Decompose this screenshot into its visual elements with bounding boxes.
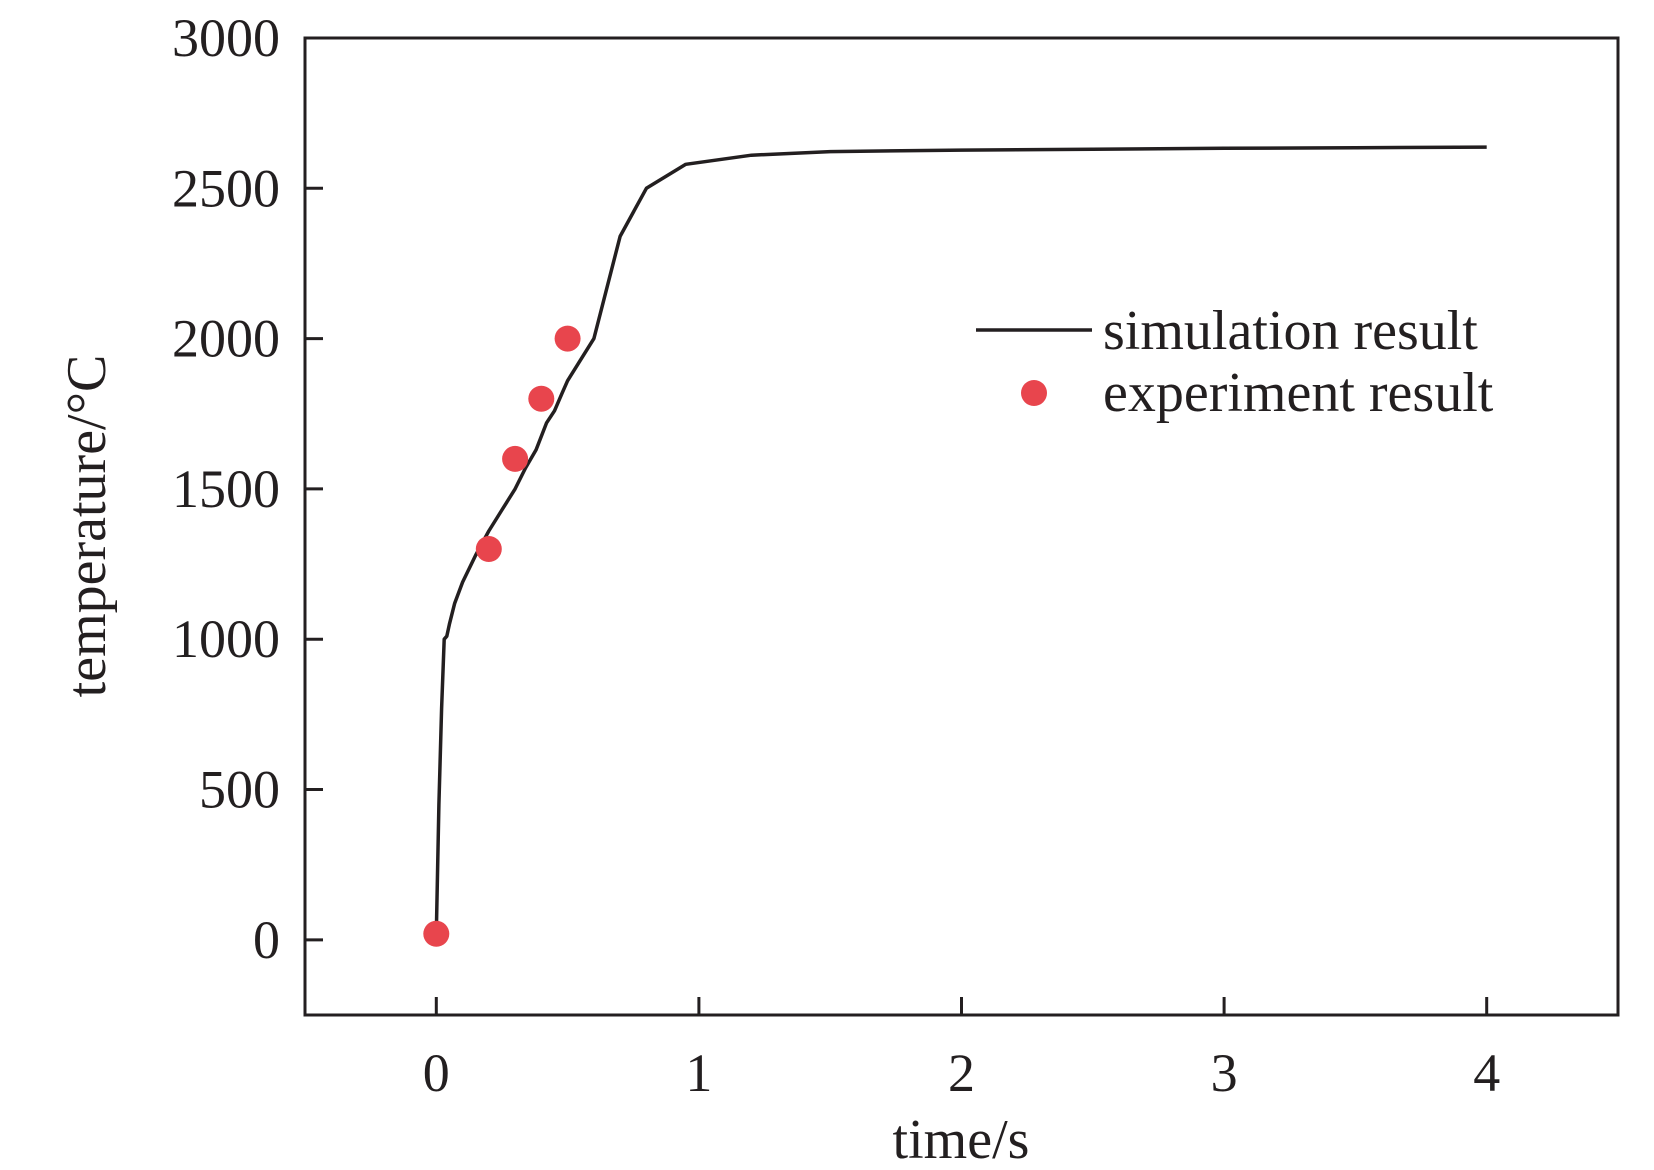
legend-label-simulation: simulation result <box>1103 300 1478 362</box>
legend: simulation result experiment result <box>976 300 1494 424</box>
x-tick-label-3: 3 <box>1211 1043 1238 1103</box>
x-tick-label-1: 1 <box>685 1043 712 1103</box>
y-tick-label-1: 500 <box>199 760 280 820</box>
x-axis-ticks: 0 1 2 3 4 <box>423 997 1500 1103</box>
legend-label-experiment: experiment result <box>1103 362 1494 424</box>
legend-marker-swatch <box>1021 380 1047 406</box>
y-tick-label-2: 1000 <box>172 609 280 669</box>
series-line-0 <box>434 145 1487 934</box>
experiment-point-0 <box>423 920 450 947</box>
y-tick-label-6: 3000 <box>172 8 280 68</box>
y-axis-ticks: 0 500 1000 1500 2000 2500 3000 <box>172 8 323 970</box>
y-tick-label-0: 0 <box>253 910 280 970</box>
experiment-point-2 <box>502 445 529 472</box>
experiment-point-4 <box>554 325 581 352</box>
y-tick-label-5: 2500 <box>172 158 280 218</box>
series-layer <box>423 145 1487 947</box>
x-axis-title: time/s <box>893 1109 1030 1170</box>
y-axis-title: temperature/°C <box>56 355 118 698</box>
experiment-point-3 <box>528 385 555 412</box>
x-tick-label-2: 2 <box>948 1043 975 1103</box>
plot-frame <box>303 36 1620 1017</box>
experiment-point-1 <box>475 536 502 562</box>
y-tick-label-3: 1500 <box>172 459 280 519</box>
x-tick-label-0: 0 <box>423 1043 450 1103</box>
y-tick-label-4: 2000 <box>172 309 280 369</box>
x-tick-label-4: 4 <box>1473 1043 1500 1103</box>
